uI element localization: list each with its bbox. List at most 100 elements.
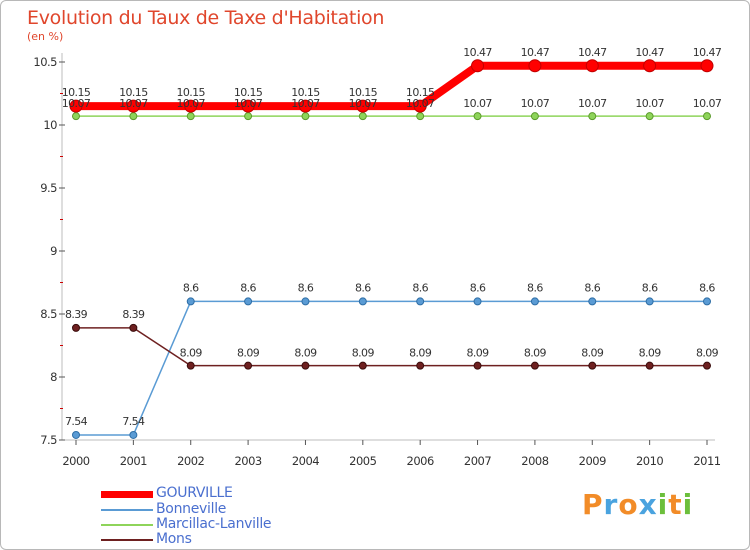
point-marcillac-lanville-2011 (703, 112, 711, 121)
point-gourville-2005 (356, 99, 370, 113)
point-gourville-2011 (700, 59, 714, 73)
point-bonneville-2000 (72, 430, 80, 439)
x-tick-label-2005: 2005 (349, 454, 376, 468)
point-bonneville-2004 (301, 297, 310, 306)
point-gourville-2001 (126, 99, 140, 113)
point-gourville-2004 (298, 99, 312, 113)
data-label-mons-2006: 8.09 (409, 347, 432, 360)
data-label-bonneville-2007: 8.6 (470, 281, 486, 294)
y-tick-label-3: 9 (50, 244, 57, 258)
legend-swatch-marcillac-lanville (101, 524, 153, 526)
data-label-marcillac-lanville-2004: 10.07 (291, 97, 320, 110)
point-bonneville-2011 (703, 297, 711, 306)
point-marcillac-lanville-2006 (416, 112, 425, 121)
data-label-bonneville-2008: 8.6 (527, 281, 543, 294)
data-label-mons-2011: 8.09 (696, 347, 719, 360)
data-label-mons-2001: 8.39 (122, 308, 145, 321)
point-mons-2006 (416, 361, 425, 370)
legend-swatch-gourville (101, 491, 153, 498)
logo-letter: r (603, 488, 619, 521)
data-label-mons-2007: 8.09 (466, 347, 489, 360)
data-label-marcillac-lanville-2006: 10.07 (406, 97, 435, 110)
x-tick-label-2004: 2004 (292, 454, 319, 468)
point-mons-2007 (473, 361, 482, 370)
legend-label-bonneville: Bonneville (156, 501, 227, 517)
data-label-marcillac-lanville-2001: 10.07 (119, 97, 148, 110)
data-label-marcillac-lanville-2003: 10.07 (234, 97, 263, 110)
y-tick-label-5: 10 (43, 118, 57, 132)
legend-label-marcillac-lanville: Marcillac-Lanville (156, 516, 272, 532)
data-label-bonneville-2011: 8.6 (699, 281, 715, 294)
data-label-gourville-2006: 10.15 (406, 86, 435, 99)
data-label-gourville-2007: 10.47 (463, 46, 492, 59)
data-label-marcillac-lanville-2008: 10.07 (521, 97, 550, 110)
series-line-bonneville (75, 300, 708, 436)
x-tick-label-2010: 2010 (636, 454, 663, 468)
x-tick-label-2002: 2002 (177, 454, 204, 468)
data-label-bonneville-2000: 7.54 (65, 415, 88, 428)
data-label-mons-2008: 8.09 (524, 347, 547, 360)
point-mons-2008 (530, 361, 539, 370)
point-mons-2003 (244, 361, 253, 370)
point-marcillac-lanville-2003 (244, 112, 253, 121)
data-label-bonneville-2006: 8.6 (412, 281, 428, 294)
point-gourville-2007 (471, 59, 485, 73)
point-marcillac-lanville-2010 (645, 112, 654, 121)
data-label-mons-2010: 8.09 (639, 347, 662, 360)
legend-label-gourville: GOURVILLE (156, 485, 233, 501)
x-tick-label-2008: 2008 (521, 454, 548, 468)
chart-title: Evolution du Taux de Taxe d'Habitation (27, 7, 385, 29)
point-gourville-2010 (643, 59, 657, 73)
x-tick-label-2001: 2001 (120, 454, 147, 468)
point-bonneville-2003 (244, 297, 253, 306)
data-label-gourville-2001: 10.15 (119, 86, 148, 99)
data-label-bonneville-2010: 8.6 (642, 281, 658, 294)
data-label-bonneville-2001: 7.54 (122, 415, 145, 428)
data-label-mons-2009: 8.09 (581, 347, 604, 360)
data-label-gourville-2004: 10.15 (291, 86, 320, 99)
x-tick-label-2009: 2009 (579, 454, 606, 468)
point-marcillac-lanville-2004 (301, 112, 310, 121)
data-label-marcillac-lanville-2010: 10.07 (635, 97, 664, 110)
point-marcillac-lanville-2002 (186, 112, 195, 121)
point-gourville-2009 (585, 59, 599, 73)
data-label-gourville-2003: 10.15 (234, 86, 263, 99)
legend-swatch-bonneville (101, 509, 153, 511)
x-tick-label-2007: 2007 (464, 454, 491, 468)
y-tick-label-0: 7.5 (40, 433, 57, 447)
point-mons-2004 (301, 361, 310, 370)
logo-letter: i (682, 488, 694, 521)
point-gourville-2000 (69, 99, 83, 113)
point-marcillac-lanville-2001 (129, 112, 138, 121)
y-tick-label-4: 9.5 (40, 181, 57, 195)
legend-label-mons: Mons (156, 531, 192, 547)
data-label-bonneville-2002: 8.6 (183, 281, 199, 294)
y-axis-unit: (en %) (27, 30, 64, 43)
data-label-bonneville-2009: 8.6 (584, 281, 600, 294)
point-gourville-2002 (184, 99, 198, 113)
point-mons-2002 (186, 361, 195, 370)
point-marcillac-lanville-2007 (473, 112, 482, 121)
data-label-marcillac-lanville-2007: 10.07 (463, 97, 492, 110)
data-label-marcillac-lanville-2009: 10.07 (578, 97, 607, 110)
point-mons-2001 (129, 323, 138, 332)
point-marcillac-lanville-2009 (588, 112, 597, 121)
legend-swatch-mons (101, 539, 153, 541)
series-line-gourville (72, 61, 711, 111)
data-label-gourville-2000: 10.15 (62, 86, 91, 99)
data-label-bonneville-2004: 8.6 (298, 281, 314, 294)
data-label-mons-2000: 8.39 (65, 308, 88, 321)
point-gourville-2003 (241, 99, 255, 113)
data-label-gourville-2005: 10.15 (349, 86, 378, 99)
data-label-marcillac-lanville-2000: 10.07 (62, 97, 91, 110)
series-line-mons (75, 327, 708, 367)
point-bonneville-2008 (530, 297, 539, 306)
data-label-gourville-2010: 10.47 (635, 46, 664, 59)
data-label-mons-2003: 8.09 (237, 347, 260, 360)
data-label-bonneville-2003: 8.6 (240, 281, 256, 294)
logo-letter: t (668, 488, 683, 521)
point-marcillac-lanville-2008 (530, 112, 539, 121)
data-label-gourville-2008: 10.47 (521, 46, 550, 59)
x-tick-label-2003: 2003 (234, 454, 261, 468)
